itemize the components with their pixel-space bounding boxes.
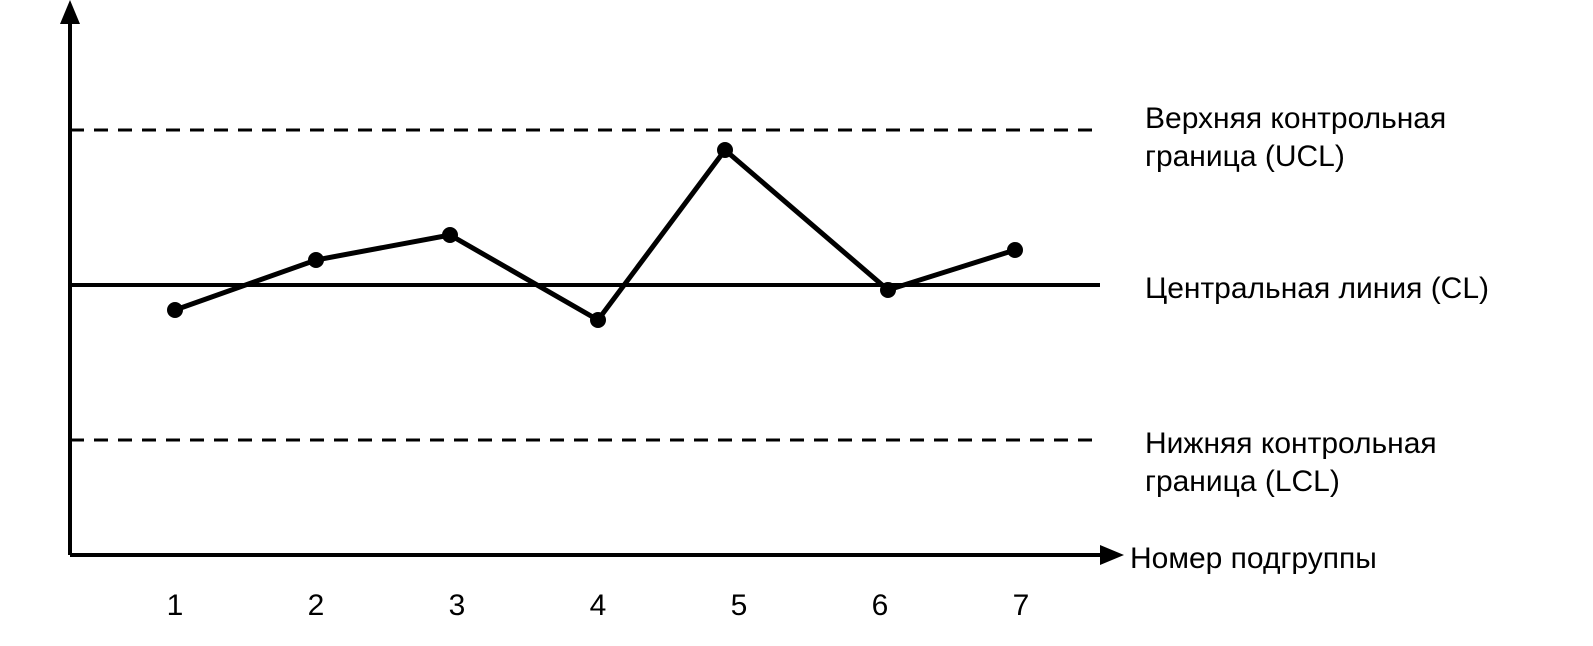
y-axis-arrow (60, 0, 80, 24)
series-group (167, 142, 1023, 328)
chart-container: 1 2 3 4 5 6 7 Верхняя контрольная граница (UCL… (0, 0, 1593, 646)
ucl-label-line2: граница (UCL) (1145, 140, 1345, 173)
ucl-label: Верхняя контрольная граница (UCL) (1145, 100, 1446, 175)
series-marker (880, 282, 896, 298)
lcl-label-line1: Нижняя контрольная (1145, 427, 1437, 460)
ucl-label-line1: Верхняя контрольная (1145, 102, 1446, 135)
axes (60, 0, 1124, 565)
series-marker (590, 312, 606, 328)
reference-lines (70, 130, 1100, 440)
x-tick-label: 5 (731, 589, 748, 622)
cl-label-text: Центральная линия (CL) (1145, 272, 1489, 305)
series-marker (442, 227, 458, 243)
lcl-label-line2: граница (LCL) (1145, 465, 1340, 498)
x-tick-label: 6 (872, 589, 889, 622)
x-axis-label: Номер подгруппы (1130, 540, 1377, 578)
x-tick-label: 4 (590, 589, 607, 622)
x-tick-label: 7 (1013, 589, 1030, 622)
series-marker (1007, 242, 1023, 258)
lcl-label: Нижняя контрольная граница (LCL) (1145, 425, 1437, 500)
series-marker (717, 142, 733, 158)
x-tick-label: 3 (449, 589, 466, 622)
x-tick-label: 1 (167, 589, 184, 622)
series-marker (308, 252, 324, 268)
cl-label: Центральная линия (CL) (1145, 270, 1489, 308)
x-tick-label: 2 (308, 589, 325, 622)
series-markers (167, 142, 1023, 328)
series-marker (167, 302, 183, 318)
x-axis-arrow (1100, 545, 1124, 565)
x-tick-labels: 1 2 3 4 5 6 7 (167, 589, 1030, 622)
